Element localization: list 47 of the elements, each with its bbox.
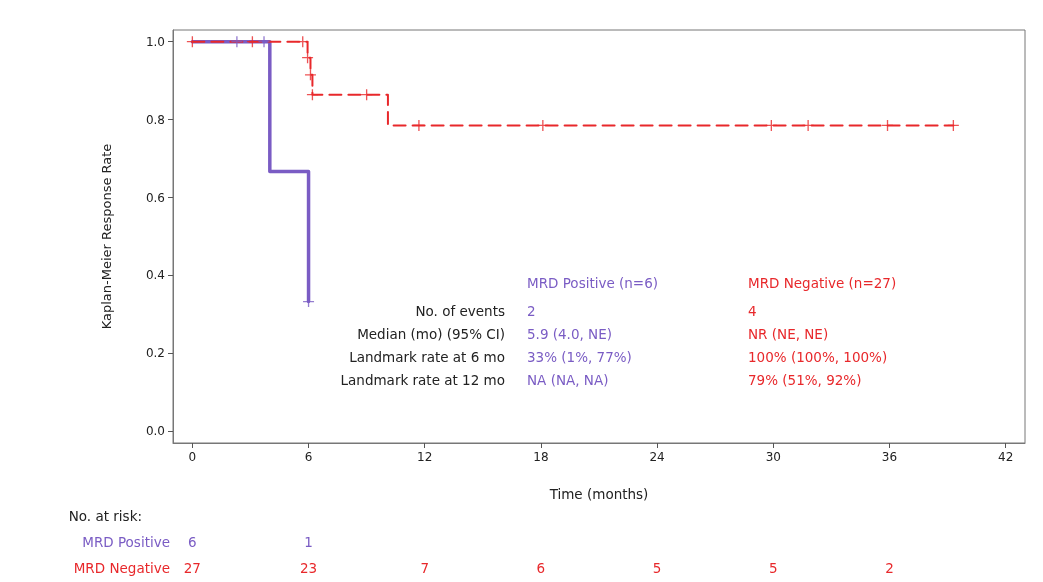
annotation: 100% (100%, 100%) bbox=[748, 349, 888, 365]
point bbox=[802, 119, 814, 131]
text: No. at risk: bbox=[68, 508, 142, 524]
y-tick-label: 0.0 bbox=[145, 424, 165, 439]
annotation: MRD Positive (n=6) bbox=[527, 275, 659, 291]
text: 5 bbox=[652, 560, 662, 576]
x-tick-label: 30 bbox=[765, 450, 781, 464]
annotation: 33% (1%, 77%) bbox=[527, 349, 632, 365]
annotation: 5.9 (4.0, NE) bbox=[527, 326, 612, 342]
annotation: Landmark rate at 6 mo bbox=[349, 349, 505, 365]
x-tick-label: 18 bbox=[533, 450, 549, 464]
y-tick-label: 1.0 bbox=[145, 34, 165, 49]
y-tick-label: 0.6 bbox=[145, 190, 165, 205]
text: 2 bbox=[885, 560, 894, 576]
text: 23 bbox=[299, 560, 318, 576]
x-tick-label: 24 bbox=[649, 450, 665, 464]
x-tick-label: 42 bbox=[998, 450, 1014, 464]
y-tick-label: 0.8 bbox=[145, 112, 165, 127]
annotation: NR (NE, NE) bbox=[748, 326, 829, 342]
annotation: Landmark rate at 12 mo bbox=[340, 372, 505, 388]
annotation: MRD Negative (n=27) bbox=[748, 275, 897, 291]
annotation: 79% (51%, 92%) bbox=[748, 372, 862, 388]
text: 27 bbox=[183, 560, 201, 576]
text: 7 bbox=[420, 560, 430, 576]
annotation: 2 bbox=[527, 303, 536, 319]
text: 6 bbox=[188, 534, 197, 550]
x-axis-title: Time (months) bbox=[548, 486, 649, 502]
text: 5 bbox=[768, 560, 778, 576]
point bbox=[413, 119, 425, 131]
y-tick-label: 0.4 bbox=[145, 268, 165, 283]
y-tick-label: 0.2 bbox=[145, 346, 165, 361]
point bbox=[537, 119, 549, 131]
y-axis-title: Kaplan-Meier Response Rate bbox=[99, 143, 114, 330]
text: 6 bbox=[536, 560, 546, 576]
text: MRD Positive bbox=[82, 534, 170, 550]
x-tick-label: 0 bbox=[188, 450, 197, 464]
annotation: NA (NA, NA) bbox=[527, 372, 609, 388]
annotation: Median (mo) (95% CI) bbox=[357, 326, 505, 342]
x-tick-label: 6 bbox=[304, 450, 313, 464]
point bbox=[231, 36, 243, 48]
text: MRD Negative bbox=[73, 560, 170, 576]
point bbox=[258, 36, 270, 48]
x-tick-label: 12 bbox=[417, 450, 433, 464]
annotation: 4 bbox=[748, 303, 757, 319]
x-tick-label: 36 bbox=[881, 450, 898, 464]
text: 1 bbox=[304, 534, 313, 550]
annotation: No. of events bbox=[415, 303, 505, 319]
